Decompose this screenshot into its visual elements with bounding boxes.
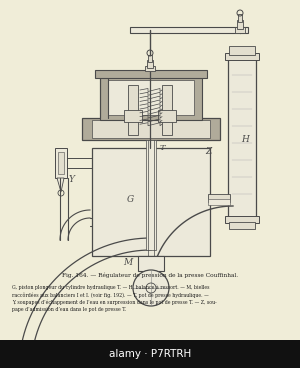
Bar xyxy=(100,75,202,120)
Bar xyxy=(235,27,245,33)
Bar xyxy=(225,53,259,60)
Bar xyxy=(146,140,156,250)
Bar xyxy=(58,152,64,174)
Bar xyxy=(162,85,172,135)
Text: T: T xyxy=(159,144,165,152)
Bar xyxy=(225,216,259,223)
Bar xyxy=(238,14,242,22)
Text: Fig. 164. — Régulateur de pression de la presse Couffinhal.: Fig. 164. — Régulateur de pression de la… xyxy=(62,272,238,277)
Bar xyxy=(138,256,164,271)
Text: M: M xyxy=(123,258,132,267)
Bar xyxy=(95,70,207,78)
Bar xyxy=(92,120,210,138)
Bar xyxy=(208,194,230,202)
Text: G: G xyxy=(126,195,134,205)
Bar xyxy=(228,58,256,218)
Bar xyxy=(158,110,176,122)
Circle shape xyxy=(133,270,169,306)
Bar xyxy=(208,199,230,205)
Bar xyxy=(124,110,142,122)
Bar xyxy=(147,60,153,68)
Polygon shape xyxy=(57,178,64,192)
Text: alamy · P7RTRH: alamy · P7RTRH xyxy=(109,349,191,359)
Bar xyxy=(128,85,138,135)
Bar xyxy=(82,118,220,140)
Text: Y: Y xyxy=(69,176,75,184)
Bar xyxy=(108,80,194,115)
Text: H: H xyxy=(241,135,249,145)
Bar xyxy=(237,20,243,29)
Bar xyxy=(229,46,255,55)
Bar xyxy=(148,55,152,62)
Bar xyxy=(0,340,300,368)
Bar xyxy=(229,222,255,229)
Bar xyxy=(130,27,248,33)
Bar xyxy=(92,148,210,256)
Text: G, piston plongeur du cylindre hydraulique T. — H, balance à ressort. — M, biell: G, piston plongeur du cylindre hydrauliq… xyxy=(12,285,217,312)
Bar xyxy=(55,148,67,178)
Bar xyxy=(145,66,155,71)
Text: Z: Z xyxy=(205,148,211,156)
